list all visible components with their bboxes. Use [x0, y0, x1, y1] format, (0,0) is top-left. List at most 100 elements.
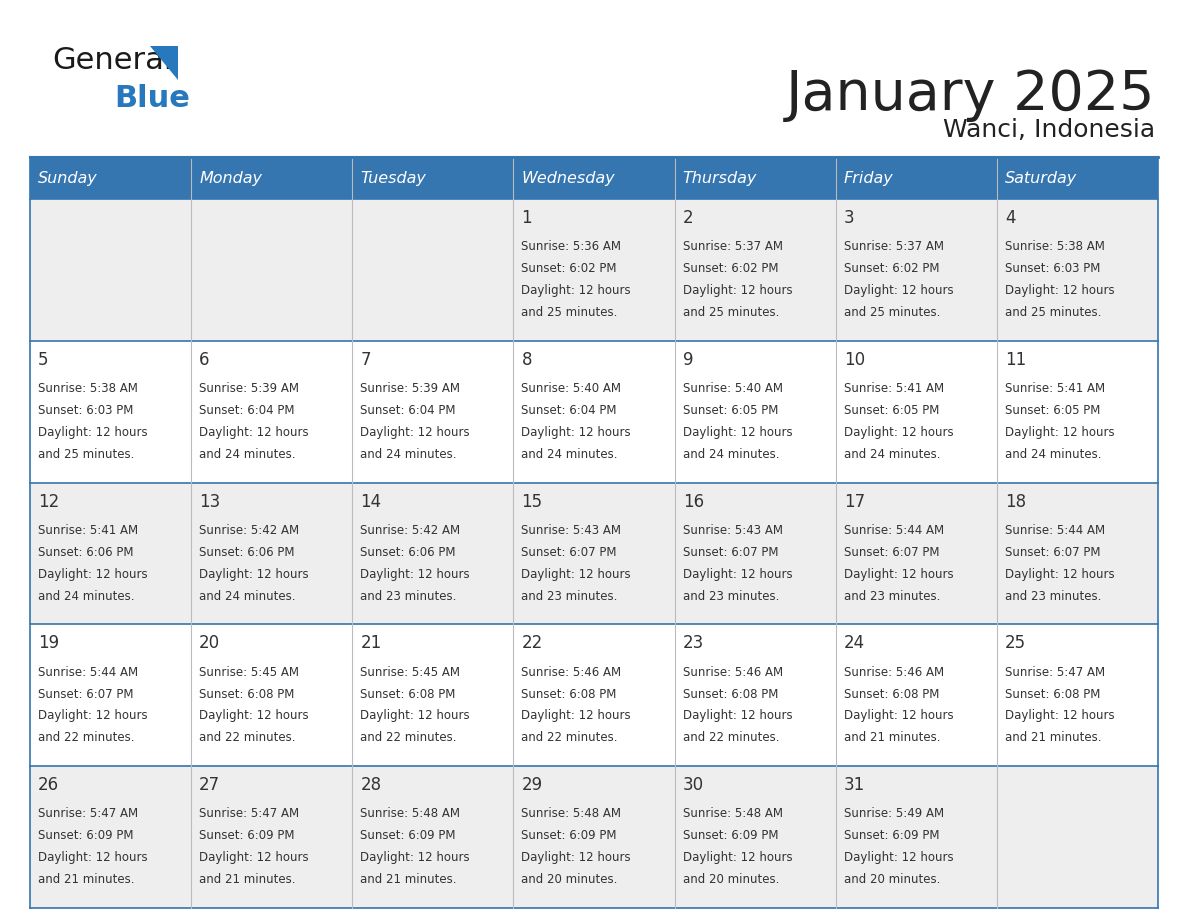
- Bar: [191, 341, 353, 483]
- Text: Sunset: 6:05 PM: Sunset: 6:05 PM: [683, 404, 778, 417]
- Text: Sunset: 6:04 PM: Sunset: 6:04 PM: [200, 404, 295, 417]
- Text: and 25 minutes.: and 25 minutes.: [522, 306, 618, 319]
- Text: Sunset: 6:09 PM: Sunset: 6:09 PM: [38, 829, 133, 843]
- Text: Daylight: 12 hours: Daylight: 12 hours: [522, 426, 631, 439]
- Bar: [30, 157, 191, 199]
- Text: and 22 minutes.: and 22 minutes.: [683, 732, 779, 744]
- Text: and 24 minutes.: and 24 minutes.: [200, 448, 296, 461]
- Text: Sunset: 6:09 PM: Sunset: 6:09 PM: [200, 829, 295, 843]
- Text: Sunrise: 5:47 AM: Sunrise: 5:47 AM: [38, 807, 138, 821]
- Text: and 21 minutes.: and 21 minutes.: [843, 732, 940, 744]
- Text: Sunset: 6:09 PM: Sunset: 6:09 PM: [843, 829, 940, 843]
- Text: and 22 minutes.: and 22 minutes.: [360, 732, 457, 744]
- Text: Sunset: 6:06 PM: Sunset: 6:06 PM: [38, 545, 133, 559]
- Text: 22: 22: [522, 634, 543, 653]
- Text: Sunday: Sunday: [38, 171, 97, 185]
- Text: Daylight: 12 hours: Daylight: 12 hours: [200, 710, 309, 722]
- Text: Sunset: 6:08 PM: Sunset: 6:08 PM: [522, 688, 617, 700]
- Text: and 23 minutes.: and 23 minutes.: [843, 589, 940, 602]
- Text: Sunrise: 5:48 AM: Sunrise: 5:48 AM: [683, 807, 783, 821]
- Text: Sunrise: 5:48 AM: Sunrise: 5:48 AM: [360, 807, 460, 821]
- Text: and 24 minutes.: and 24 minutes.: [843, 448, 940, 461]
- Text: Daylight: 12 hours: Daylight: 12 hours: [38, 851, 147, 864]
- Text: Sunset: 6:09 PM: Sunset: 6:09 PM: [683, 829, 778, 843]
- Text: Daylight: 12 hours: Daylight: 12 hours: [1005, 567, 1114, 581]
- Text: Daylight: 12 hours: Daylight: 12 hours: [1005, 426, 1114, 439]
- Bar: [30, 483, 191, 624]
- Bar: [513, 157, 675, 199]
- Text: Saturday: Saturday: [1005, 171, 1078, 185]
- Text: and 25 minutes.: and 25 minutes.: [38, 448, 134, 461]
- Bar: [513, 199, 675, 341]
- Bar: [30, 341, 191, 483]
- Text: 16: 16: [683, 493, 703, 510]
- Text: 28: 28: [360, 776, 381, 794]
- Text: Sunset: 6:02 PM: Sunset: 6:02 PM: [683, 263, 778, 275]
- Text: and 22 minutes.: and 22 minutes.: [38, 732, 134, 744]
- Text: Daylight: 12 hours: Daylight: 12 hours: [522, 710, 631, 722]
- Text: Sunset: 6:03 PM: Sunset: 6:03 PM: [1005, 263, 1100, 275]
- Text: Sunset: 6:07 PM: Sunset: 6:07 PM: [522, 545, 617, 559]
- Text: 11: 11: [1005, 351, 1026, 369]
- Text: and 24 minutes.: and 24 minutes.: [38, 589, 134, 602]
- Bar: [997, 341, 1158, 483]
- Text: 19: 19: [38, 634, 59, 653]
- Text: and 22 minutes.: and 22 minutes.: [522, 732, 618, 744]
- Text: Daylight: 12 hours: Daylight: 12 hours: [843, 426, 954, 439]
- Text: Wednesday: Wednesday: [522, 171, 615, 185]
- Text: Sunrise: 5:45 AM: Sunrise: 5:45 AM: [200, 666, 299, 678]
- Bar: [835, 483, 997, 624]
- Bar: [997, 767, 1158, 908]
- Text: 21: 21: [360, 634, 381, 653]
- Text: Sunset: 6:02 PM: Sunset: 6:02 PM: [843, 263, 940, 275]
- Text: 10: 10: [843, 351, 865, 369]
- Text: Sunset: 6:08 PM: Sunset: 6:08 PM: [843, 688, 940, 700]
- Bar: [835, 767, 997, 908]
- Text: 6: 6: [200, 351, 210, 369]
- Bar: [675, 483, 835, 624]
- Text: Daylight: 12 hours: Daylight: 12 hours: [38, 567, 147, 581]
- Bar: [675, 767, 835, 908]
- Bar: [675, 341, 835, 483]
- Text: Daylight: 12 hours: Daylight: 12 hours: [200, 426, 309, 439]
- Text: Daylight: 12 hours: Daylight: 12 hours: [843, 851, 954, 864]
- Text: Sunrise: 5:39 AM: Sunrise: 5:39 AM: [360, 382, 460, 395]
- Text: and 23 minutes.: and 23 minutes.: [522, 589, 618, 602]
- Text: 3: 3: [843, 209, 854, 227]
- Text: Daylight: 12 hours: Daylight: 12 hours: [522, 851, 631, 864]
- Text: 4: 4: [1005, 209, 1016, 227]
- Text: Sunrise: 5:42 AM: Sunrise: 5:42 AM: [200, 524, 299, 537]
- Text: Sunrise: 5:38 AM: Sunrise: 5:38 AM: [38, 382, 138, 395]
- Text: January 2025: January 2025: [785, 68, 1155, 122]
- Text: Sunset: 6:06 PM: Sunset: 6:06 PM: [360, 545, 456, 559]
- Text: Sunset: 6:08 PM: Sunset: 6:08 PM: [360, 688, 456, 700]
- Text: Sunrise: 5:37 AM: Sunrise: 5:37 AM: [843, 241, 943, 253]
- Text: Daylight: 12 hours: Daylight: 12 hours: [683, 426, 792, 439]
- Text: and 21 minutes.: and 21 minutes.: [1005, 732, 1101, 744]
- Text: Tuesday: Tuesday: [360, 171, 426, 185]
- Text: Sunrise: 5:40 AM: Sunrise: 5:40 AM: [683, 382, 783, 395]
- Text: 8: 8: [522, 351, 532, 369]
- Text: Sunset: 6:08 PM: Sunset: 6:08 PM: [200, 688, 295, 700]
- Bar: [835, 199, 997, 341]
- Text: Sunrise: 5:46 AM: Sunrise: 5:46 AM: [843, 666, 944, 678]
- Text: Sunrise: 5:39 AM: Sunrise: 5:39 AM: [200, 382, 299, 395]
- Text: Daylight: 12 hours: Daylight: 12 hours: [522, 284, 631, 297]
- Bar: [513, 341, 675, 483]
- Bar: [30, 767, 191, 908]
- Text: 18: 18: [1005, 493, 1026, 510]
- Text: Sunset: 6:07 PM: Sunset: 6:07 PM: [38, 688, 133, 700]
- Text: Sunset: 6:05 PM: Sunset: 6:05 PM: [843, 404, 940, 417]
- Text: Sunset: 6:08 PM: Sunset: 6:08 PM: [1005, 688, 1100, 700]
- Text: and 23 minutes.: and 23 minutes.: [1005, 589, 1101, 602]
- Text: Sunrise: 5:46 AM: Sunrise: 5:46 AM: [522, 666, 621, 678]
- Bar: [191, 157, 353, 199]
- Text: Daylight: 12 hours: Daylight: 12 hours: [38, 426, 147, 439]
- Text: 27: 27: [200, 776, 220, 794]
- Text: Daylight: 12 hours: Daylight: 12 hours: [843, 567, 954, 581]
- Bar: [353, 483, 513, 624]
- Text: Sunset: 6:05 PM: Sunset: 6:05 PM: [1005, 404, 1100, 417]
- Text: Sunrise: 5:46 AM: Sunrise: 5:46 AM: [683, 666, 783, 678]
- Text: Thursday: Thursday: [683, 171, 757, 185]
- Text: 15: 15: [522, 493, 543, 510]
